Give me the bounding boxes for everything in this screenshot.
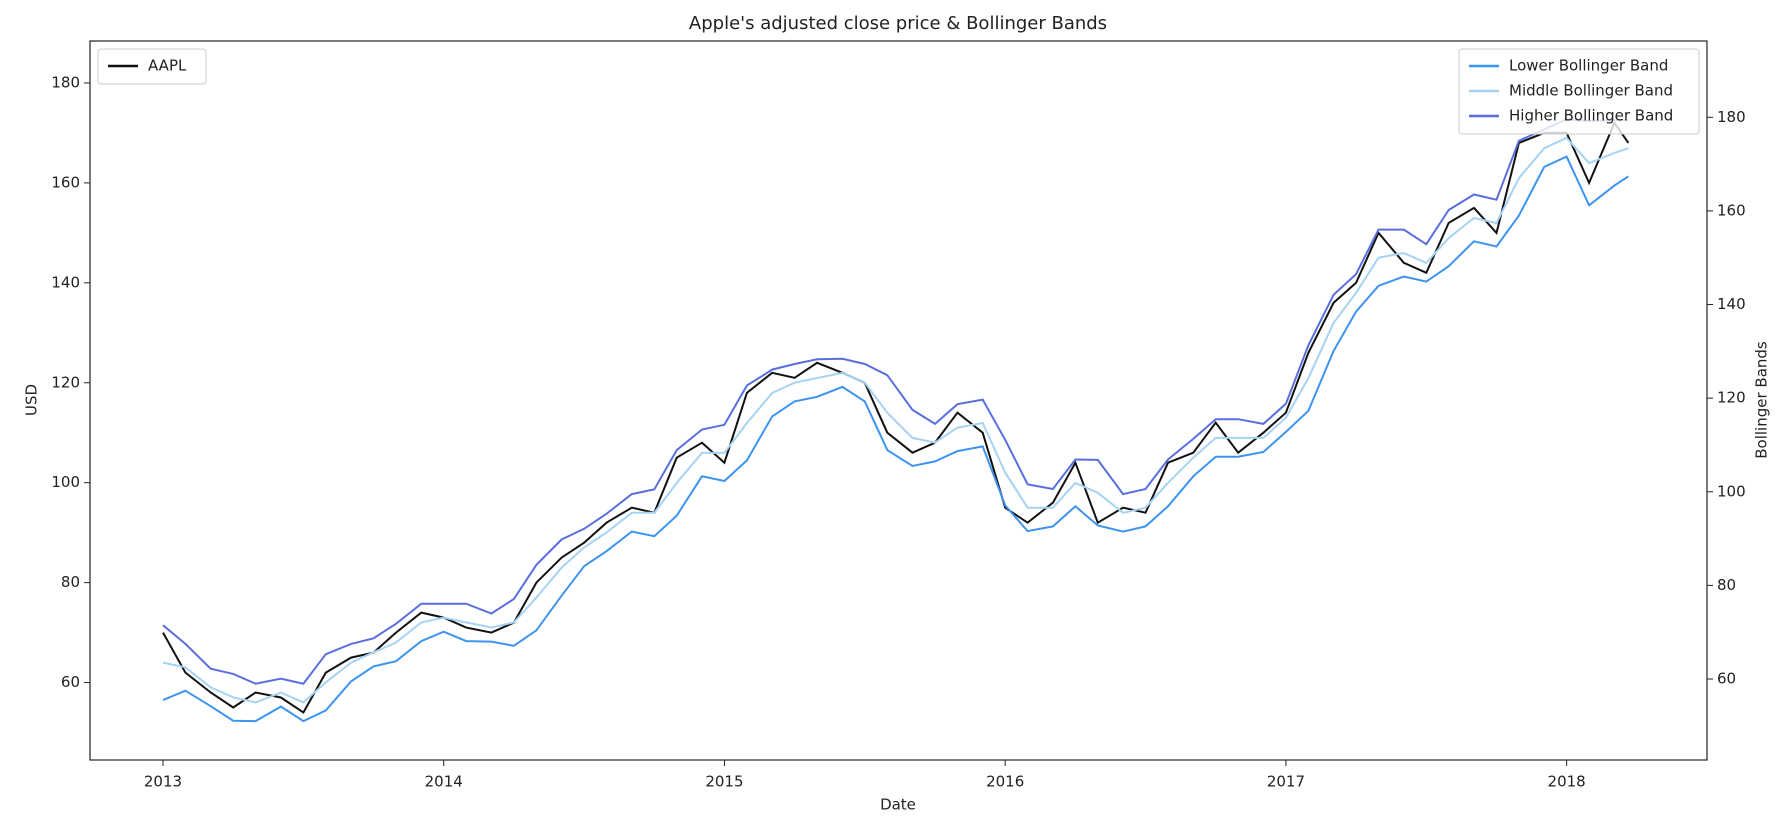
y-tick-label: 80 bbox=[61, 573, 80, 591]
y2-tick-label: 60 bbox=[1717, 670, 1736, 688]
y2-tick-label: 160 bbox=[1717, 201, 1746, 219]
legend-label: AAPL bbox=[148, 57, 187, 75]
y2-tick-label: 120 bbox=[1717, 389, 1746, 407]
y2-tick-label: 100 bbox=[1717, 482, 1746, 500]
legend-label: Higher Bollinger Band bbox=[1509, 107, 1673, 125]
x-tick-label: 2014 bbox=[425, 773, 463, 791]
y2-axis-label: Bollinger Bands bbox=[1753, 341, 1771, 459]
y-tick-label: 140 bbox=[51, 273, 80, 291]
series-line bbox=[162, 155, 1629, 723]
y2-tick-label: 140 bbox=[1717, 295, 1746, 313]
legend: AAPL bbox=[97, 48, 207, 85]
y2-tick-label: 180 bbox=[1717, 108, 1746, 126]
x-tick-label: 2015 bbox=[705, 773, 743, 791]
series-line bbox=[162, 118, 1629, 685]
y-tick-label: 180 bbox=[51, 73, 80, 91]
legend-box bbox=[97, 48, 207, 85]
legend: Lower Bollinger Band Middle Bollinger Ban… bbox=[1458, 48, 1700, 135]
x-tick-label: 2017 bbox=[1267, 773, 1305, 791]
legend-label: Middle Bollinger Band bbox=[1509, 82, 1673, 100]
y-tick-label: 60 bbox=[61, 673, 80, 691]
y-tick-label: 160 bbox=[51, 173, 80, 191]
series-line bbox=[162, 136, 1629, 704]
x-axis-label: Date bbox=[880, 796, 916, 814]
y-tick-label: 100 bbox=[51, 473, 80, 491]
plot-frame bbox=[89, 40, 1708, 761]
x-tick-label: 2013 bbox=[144, 773, 182, 791]
legend-box bbox=[1458, 48, 1700, 135]
series-line bbox=[162, 120, 1630, 714]
y2-tick-label: 80 bbox=[1717, 576, 1736, 594]
y-tick-label: 120 bbox=[51, 373, 80, 391]
legend-label: Lower Bollinger Band bbox=[1509, 57, 1668, 75]
y-axis-label: USD bbox=[23, 384, 41, 416]
x-tick-label: 2018 bbox=[1548, 773, 1586, 791]
chart-title: Apple's adjusted close price & Bollinger… bbox=[689, 13, 1107, 34]
x-tick-label: 2016 bbox=[986, 773, 1024, 791]
